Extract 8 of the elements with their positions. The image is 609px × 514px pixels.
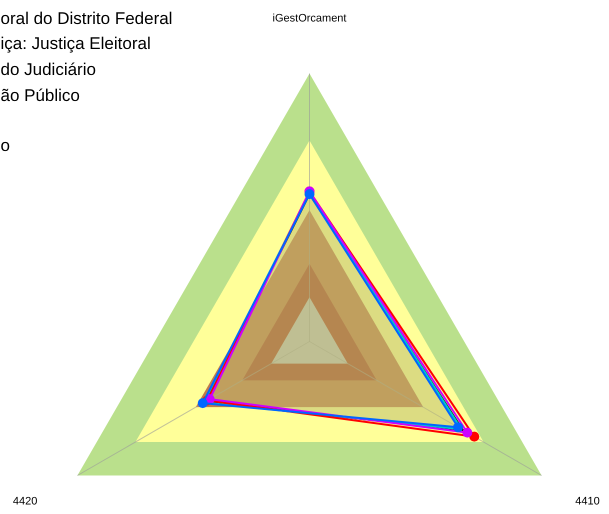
text: do Judiciário [0,60,96,79]
text: o [0,136,10,155]
text: ão Público [0,86,80,105]
spoke-label: 4420 [12,496,38,508]
spoke-label: iGestOrcament [272,12,346,24]
text: iça: Justiça Eleitoral [0,34,151,53]
spoke-label: 4410 [575,496,600,508]
text: oral do Distrito Federal [0,9,172,28]
